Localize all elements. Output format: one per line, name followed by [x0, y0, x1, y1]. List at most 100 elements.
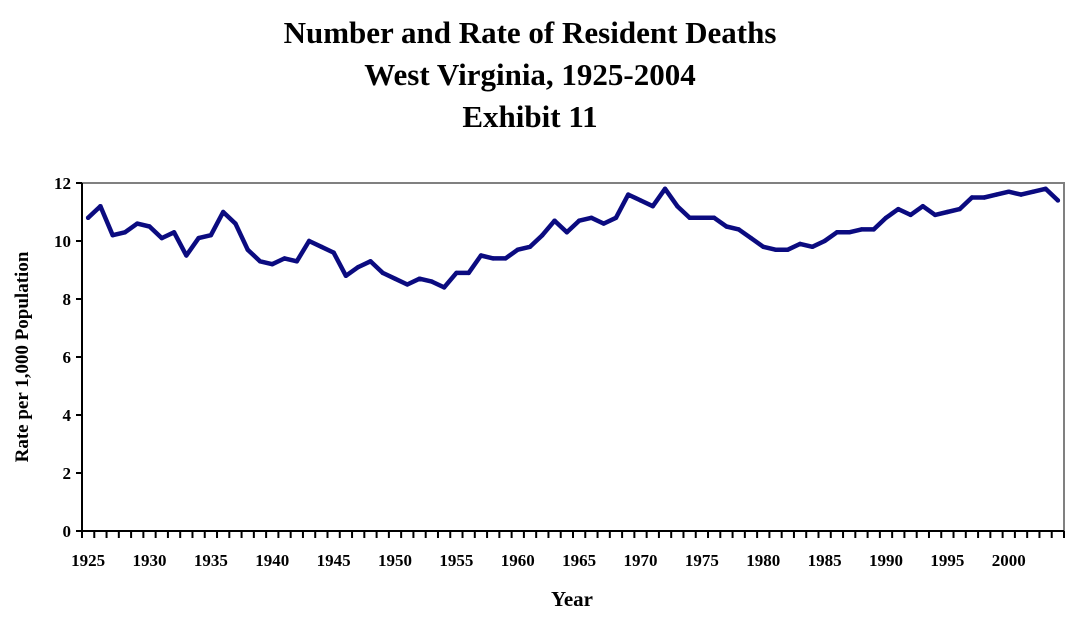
data-point	[969, 195, 975, 200]
data-point	[711, 215, 717, 220]
y-tick-label: 4	[63, 406, 72, 425]
data-point	[380, 270, 385, 276]
data-point	[982, 195, 987, 200]
data-point	[355, 264, 361, 270]
x-tick-label: 1980	[746, 551, 780, 570]
data-point	[883, 215, 889, 220]
chart-title-line-2: West Virginia, 1925-2004	[364, 57, 696, 92]
data-point	[429, 279, 435, 284]
chart-title: Number and Rate of Resident Deaths West …	[0, 12, 1060, 138]
data-point	[724, 224, 729, 229]
chart-title-line-3: Exhibit 11	[462, 99, 598, 134]
data-point	[785, 247, 791, 252]
data-point	[392, 276, 398, 281]
data-point	[699, 215, 705, 220]
data-point	[797, 241, 803, 247]
data-point	[220, 209, 226, 215]
data-point	[1031, 189, 1036, 194]
y-tick-label: 12	[54, 174, 71, 193]
data-point	[319, 244, 324, 249]
data-point	[171, 230, 177, 235]
data-point	[945, 209, 950, 215]
x-tick-label: 1975	[685, 551, 719, 570]
data-point	[1006, 189, 1011, 194]
data-point	[896, 206, 901, 212]
x-tick-label: 1970	[624, 551, 658, 570]
data-point	[822, 238, 827, 244]
x-tick-label: 2000	[992, 551, 1026, 570]
data-point	[110, 233, 115, 238]
data-point	[491, 256, 496, 261]
data-point	[282, 256, 287, 261]
data-point	[994, 192, 999, 197]
data-point	[294, 259, 300, 264]
data-point	[552, 218, 557, 223]
y-tick-label: 8	[63, 290, 72, 309]
data-point	[601, 221, 606, 226]
x-tick-label: 1965	[562, 551, 596, 570]
y-axis-label: Rate per 1,000 Population	[12, 251, 33, 462]
data-point	[540, 233, 545, 238]
data-point	[306, 238, 312, 244]
x-tick-label: 1940	[255, 551, 289, 570]
y-tick-label: 2	[63, 464, 72, 483]
data-point	[208, 233, 214, 238]
data-point	[85, 215, 91, 220]
series-line	[85, 186, 1061, 290]
data-point	[859, 227, 864, 232]
data-point	[908, 212, 913, 218]
data-point	[687, 215, 692, 220]
data-point	[834, 230, 840, 235]
data-point	[846, 230, 852, 235]
x-tick-label: 1960	[501, 551, 535, 570]
data-point	[810, 244, 815, 249]
data-point	[1043, 186, 1048, 191]
x-tick-label: 1955	[439, 551, 473, 570]
data-point	[270, 262, 275, 267]
data-point	[613, 215, 619, 220]
data-point	[417, 276, 422, 281]
x-tick-label: 1950	[378, 551, 412, 570]
data-point	[233, 221, 238, 226]
data-point	[257, 259, 263, 264]
data-point	[478, 253, 484, 258]
data-point	[98, 204, 103, 209]
x-tick-label: 1925	[71, 551, 105, 570]
data-point	[576, 218, 582, 223]
data-point	[196, 235, 201, 241]
data-point	[871, 227, 876, 232]
x-axis-label: Year	[551, 587, 593, 611]
data-point	[441, 285, 447, 290]
data-point	[626, 192, 631, 197]
data-point	[331, 250, 336, 255]
data-point	[1018, 192, 1024, 197]
x-tick-label: 1985	[808, 551, 842, 570]
y-tick-label: 0	[63, 522, 72, 541]
data-point	[135, 221, 140, 226]
chart-title-line-1: Number and Rate of Resident Deaths	[283, 15, 777, 50]
data-point	[405, 282, 410, 287]
data-point	[343, 273, 349, 278]
x-tick-label: 1935	[194, 551, 228, 570]
x-tick-label: 1990	[869, 551, 903, 570]
x-tick-label: 1930	[133, 551, 167, 570]
data-point	[736, 227, 741, 232]
data-point	[662, 186, 668, 191]
y-tick-label: 6	[63, 348, 72, 367]
data-point	[675, 204, 680, 209]
data-point	[1055, 198, 1061, 203]
data-point	[466, 270, 471, 276]
data-point	[761, 244, 766, 249]
data-point	[515, 247, 520, 252]
data-point	[503, 256, 508, 261]
data-point	[564, 230, 570, 235]
data-point	[368, 259, 373, 264]
data-point	[147, 224, 152, 229]
data-point	[957, 206, 962, 212]
data-point	[527, 244, 533, 249]
data-point	[245, 247, 250, 252]
data-point	[638, 198, 643, 203]
plot-area-border	[81, 182, 1065, 532]
data-point	[748, 235, 754, 241]
